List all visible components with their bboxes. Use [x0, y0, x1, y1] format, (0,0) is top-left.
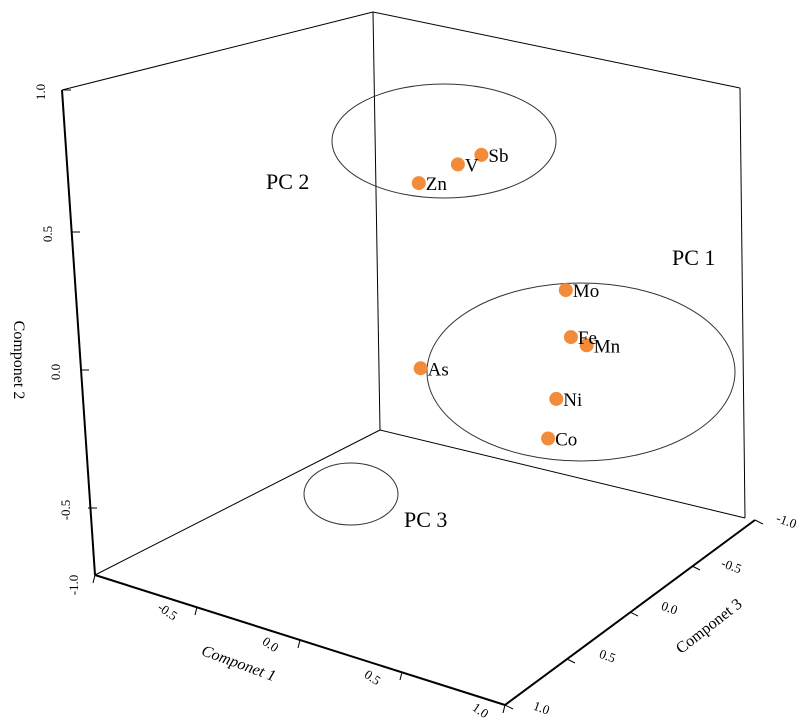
x-tick-label: 0.0 [260, 634, 282, 656]
z-tick-label: 0.5 [597, 646, 617, 666]
x-ticks [92, 574, 506, 714]
pc3-cluster-ellipse [303, 462, 399, 526]
z-tick-mark [691, 565, 701, 571]
data-point-v [450, 157, 465, 172]
point-label-co: Co [555, 430, 577, 451]
x-tick-label: 0.5 [362, 667, 384, 689]
point-label-v: V [465, 155, 479, 176]
pc2-label: PC 2 [266, 169, 309, 194]
point-label-mn: Mn [594, 336, 621, 357]
data-point-mn [579, 338, 594, 353]
point-label-zn: Zn [426, 174, 448, 195]
x-tick-label: 1.0 [470, 700, 492, 721]
back-top-right-edge [372, 11, 741, 89]
z-axis-title: Componet 3 [673, 596, 745, 658]
floor-back-left-edge [94, 429, 381, 576]
z-tick-mark [629, 611, 639, 617]
x-tick-mark [194, 606, 198, 616]
z-tick-label: -0.5 [719, 555, 743, 576]
back-vertical-edge [372, 11, 381, 431]
data-point-sb [474, 147, 489, 162]
data-point-zn [411, 176, 426, 191]
x-tick-label: -0.5 [155, 599, 180, 623]
y-tick-label: 0.0 [48, 364, 63, 380]
point-label-sb: Sb [488, 146, 508, 167]
pc1-cluster-ellipse [426, 282, 736, 462]
data-point-as [413, 361, 428, 376]
data-point-co [541, 431, 556, 446]
componet-2-axis-line [61, 89, 96, 576]
pc2-cluster-ellipse [331, 83, 557, 199]
pc1-label: PC 1 [672, 245, 715, 270]
y-axis-title: Componet 2 [10, 321, 27, 400]
x-tick-mark [92, 574, 96, 584]
z-ticks [504, 519, 764, 710]
z-tick-mark [754, 519, 764, 525]
y-tick-labels: 1.0 0.5 0.0 -0.5 -1.0 [33, 84, 81, 595]
data-point-fe [563, 330, 578, 345]
z-tick-label: -1.0 [774, 510, 798, 531]
x-tick-mark [502, 704, 506, 714]
z-tick-mark [566, 658, 576, 664]
y-tick-label: 1.0 [33, 84, 48, 100]
point-label-as: As [428, 359, 449, 380]
x-tick-mark [399, 671, 403, 681]
data-point-ni [549, 391, 564, 406]
y-tick-label: -0.5 [58, 500, 73, 521]
back-top-left-edge [61, 11, 374, 91]
z-tick-label: 1.0 [531, 698, 551, 718]
point-label-ni: Ni [563, 390, 582, 411]
data-point-mo [558, 283, 573, 298]
pc3-label: PC 3 [404, 507, 447, 532]
floor-back-right-edge [379, 429, 746, 519]
y-tick-label: 0.5 [40, 226, 55, 242]
z-tick-label: 0.0 [659, 598, 679, 618]
z-tick-mark [504, 704, 514, 710]
z-tick-labels: -1.0 -0.5 0.0 0.5 1.0 [531, 510, 798, 717]
right-vertical-edge [739, 87, 746, 519]
x-tick-mark [297, 639, 301, 649]
point-label-mo: Mo [573, 281, 599, 302]
point-label-fe: Fe [578, 328, 597, 349]
y-tick-label: -1.0 [66, 575, 81, 596]
y-ticks [62, 89, 97, 509]
